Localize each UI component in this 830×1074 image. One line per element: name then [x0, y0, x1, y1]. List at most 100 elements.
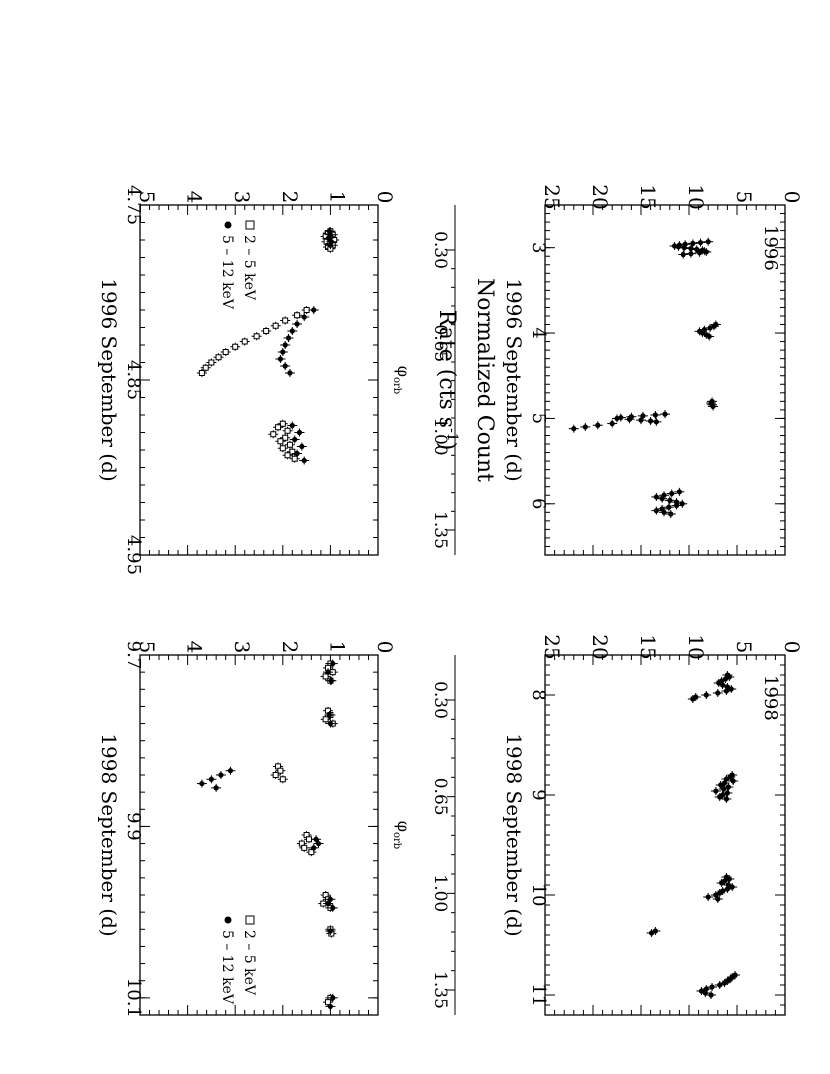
data-point-filled [582, 424, 588, 430]
phase-tick-label: 0.30 [430, 231, 450, 269]
x-tick-label: 5 [528, 413, 549, 424]
data-point-filled [729, 884, 735, 890]
series-1 [196, 227, 340, 463]
data-point-filled [294, 450, 300, 457]
data-point-filled [301, 314, 307, 320]
data-point-filled [726, 876, 732, 882]
data-point-filled [709, 984, 715, 990]
legend-label: 2 – 5 keV [241, 235, 257, 301]
data-point-open [294, 312, 301, 319]
series-1 [568, 237, 721, 519]
data-point-filled [327, 720, 333, 727]
data-point-filled [327, 1003, 333, 1010]
data-point-filled [726, 674, 732, 680]
data-point-open [279, 776, 286, 783]
data-point-filled [277, 356, 284, 362]
data-point-filled [727, 774, 733, 780]
data-point-open [208, 359, 215, 366]
y-tick-label: 15 [636, 634, 660, 659]
y-tick-label: 25 [540, 634, 564, 659]
data-point-filled [702, 990, 708, 996]
data-point-filled [292, 436, 298, 443]
data-point-filled [626, 416, 633, 422]
data-point-filled [723, 688, 730, 694]
legend-label: 2 – 5 keV [241, 930, 257, 996]
data-point-open [275, 424, 282, 431]
data-point-filled [638, 417, 644, 423]
y-tick-label: 4 [183, 641, 207, 654]
data-point-open [277, 438, 284, 445]
series-2 [275, 227, 337, 465]
y-axis-label-line2: Rate (cts s-1) [434, 310, 460, 451]
data-point-open [301, 844, 308, 851]
data-point-open [284, 452, 291, 459]
data-point-filled [705, 894, 711, 900]
data-point-filled [706, 333, 712, 340]
series-1 [270, 659, 338, 1007]
data-point-filled [690, 240, 696, 247]
data-point-filled [676, 489, 683, 495]
phase-tick-label: 1.35 [430, 971, 450, 1009]
y-tick-label: 10 [684, 184, 708, 209]
data-point-open [277, 767, 284, 774]
x-tick-label: 4.95 [123, 535, 144, 575]
data-point-filled [640, 413, 646, 419]
phase-subscript: orb [391, 832, 402, 849]
data-point-filled [690, 696, 696, 702]
data-point-filled [723, 776, 730, 782]
y-tick-label: 2 [278, 641, 302, 654]
data-point-filled [311, 307, 317, 313]
y-axis-label-line1: Normalized Count [472, 278, 497, 482]
data-point-filled [717, 794, 723, 800]
data-point-open [263, 328, 270, 334]
data-point-filled [722, 676, 729, 682]
x-tick-label: 3 [528, 242, 549, 253]
orbital-phase-axis: 0.30 0.65 1.00 1.35 φorb [391, 655, 456, 1015]
data-point-open [322, 673, 329, 680]
data-point-filled [675, 244, 682, 250]
data-point-filled [311, 845, 317, 851]
data-point-filled [325, 235, 332, 241]
data-point-filled [724, 886, 731, 892]
data-point-filled [703, 249, 709, 255]
data-point-open [270, 431, 277, 438]
data-point-open [308, 849, 315, 856]
phase-tick-label: 1.00 [430, 418, 450, 456]
x-tick-label: 10.1 [123, 978, 144, 1018]
data-point-open [325, 999, 332, 1006]
phase-tick-label: 0.30 [430, 681, 450, 719]
plot-frame [139, 654, 379, 1016]
data-point-filled [325, 669, 331, 675]
y-tick-label: 0 [373, 641, 397, 654]
x-axis-label: 1998 September (d) [502, 733, 526, 936]
phase-tick-label: 0.65 [430, 778, 450, 816]
phase-axis-label: φorb [391, 821, 413, 849]
data-point-filled [720, 682, 726, 688]
legend: 2 – 5 keV 5 – 12 keV [219, 915, 257, 1005]
data-point-filled [199, 780, 205, 787]
legend-label: 5 – 12 keV [219, 930, 235, 1005]
data-point-filled [703, 692, 709, 698]
data-point-filled [713, 892, 719, 898]
y-tick-label: 10 [684, 634, 708, 659]
data-point-filled [208, 776, 214, 782]
data-point-filled [696, 250, 703, 256]
data-point-filled [330, 995, 336, 1001]
data-point-open [241, 338, 248, 345]
y-tick-label: 0 [780, 191, 804, 204]
data-point-filled [715, 896, 721, 902]
data-point-filled [730, 778, 736, 784]
phase-tick-label: 1.00 [430, 874, 450, 912]
legend: 2 – 5 keV 5 – 12 keV [219, 220, 257, 310]
data-point-open [303, 307, 310, 313]
data-point-filled [667, 497, 673, 503]
data-point-filled [285, 335, 292, 341]
data-point-filled [299, 443, 305, 450]
data-point-filled [595, 422, 601, 428]
series-1 [646, 671, 741, 999]
data-point-filled [218, 772, 224, 778]
data-point-filled [688, 251, 694, 257]
data-point-open [322, 716, 329, 723]
data-point-filled [715, 690, 721, 696]
